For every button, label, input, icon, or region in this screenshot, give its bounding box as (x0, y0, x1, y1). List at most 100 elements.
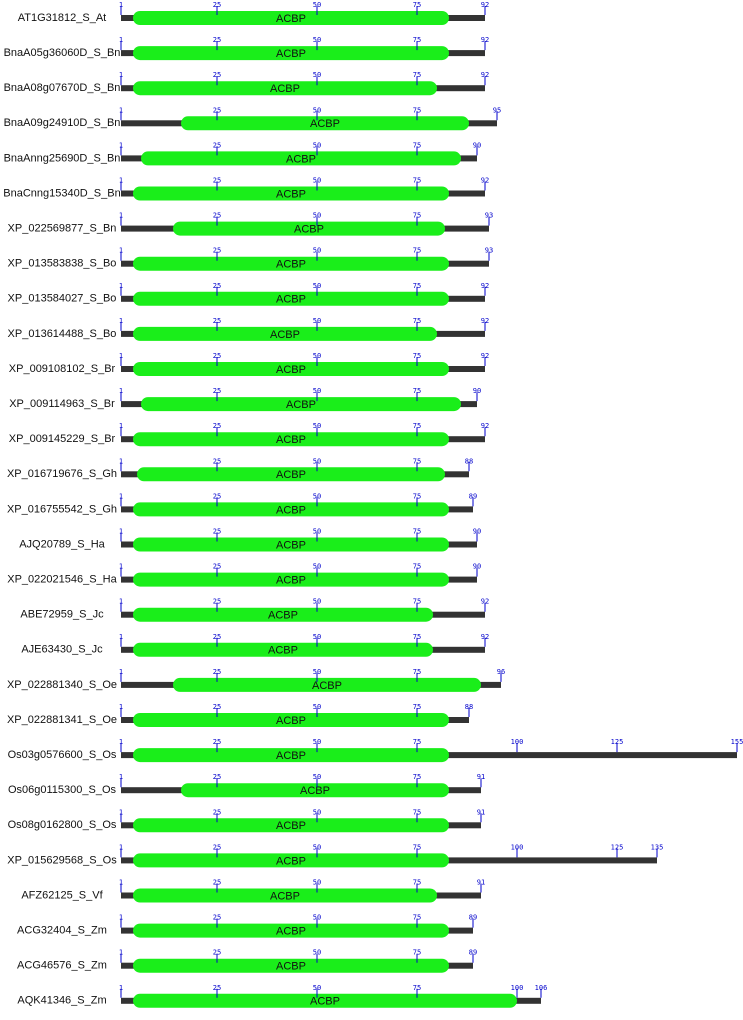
domain (137, 467, 445, 482)
tick-label: 50 (313, 738, 321, 746)
tick-label: 50 (313, 492, 321, 500)
tick-label: 75 (413, 528, 421, 536)
end-tick-label: 89 (469, 492, 477, 500)
domain (133, 256, 449, 271)
protein-label: XP_009108102_S_Br (9, 363, 116, 375)
tick-label: 25 (213, 36, 221, 44)
domain-label: ACBP (276, 539, 306, 551)
end-tick-label: 92 (481, 36, 489, 44)
tick-label: 50 (313, 563, 321, 571)
tick-label: 75 (413, 212, 421, 220)
end-tick-label: 90 (473, 528, 481, 536)
end-tick-label: 91 (477, 808, 485, 816)
domain-label: ACBP (276, 13, 306, 25)
tick-label: 75 (413, 668, 421, 676)
domain (141, 397, 461, 412)
tick-label: 25 (213, 71, 221, 79)
tick-label: 50 (313, 949, 321, 957)
protein-label: ACG46576_S_Zm (17, 960, 107, 972)
tick-label: 1 (119, 352, 123, 360)
end-tick-label: 90 (473, 387, 481, 395)
protein-label: Os03g0576600_S_Os (8, 749, 117, 761)
domain (133, 993, 517, 1008)
domain-label: ACBP (286, 153, 316, 165)
tick-label: 50 (313, 914, 321, 922)
tick-label: 50 (313, 1, 321, 9)
tick-label: 1 (119, 247, 123, 255)
tick-label: 25 (213, 773, 221, 781)
tick-label: 1 (119, 492, 123, 500)
end-tick-label: 92 (481, 352, 489, 360)
domain (133, 888, 437, 903)
end-tick-label: 106 (535, 984, 548, 992)
tick-label: 75 (413, 843, 421, 851)
tick-label: 25 (213, 387, 221, 395)
tick-label: 50 (313, 528, 321, 536)
domain-label: ACBP (276, 855, 306, 867)
tick-label: 100 (511, 738, 524, 746)
tick-label: 50 (313, 387, 321, 395)
tick-label: 1 (119, 528, 123, 536)
tick-label: 50 (313, 36, 321, 44)
tick-label: 1 (119, 668, 123, 676)
tick-label: 50 (313, 843, 321, 851)
domain-label: ACBP (276, 259, 306, 271)
end-tick-label: 92 (481, 177, 489, 185)
domain (133, 713, 449, 727)
protein-label: XP_022569877_S_Bn (8, 223, 117, 235)
tick-label: 25 (213, 247, 221, 255)
tick-label: 25 (213, 738, 221, 746)
protein-label: ACG32404_S_Zm (17, 925, 107, 937)
tick-label: 50 (313, 773, 321, 781)
end-tick-label: 93 (485, 212, 493, 220)
tick-label: 75 (413, 36, 421, 44)
domain-label: ACBP (276, 750, 306, 762)
protein-label: XP_022881341_S_Oe (7, 714, 117, 726)
domain (133, 502, 449, 517)
protein-label: XP_022021546_S_Ha (7, 574, 117, 586)
domain-label: ACBP (270, 329, 300, 341)
tick-label: 50 (313, 212, 321, 220)
protein-label: AJE63430_S_Jc (21, 644, 103, 656)
domain (133, 572, 449, 587)
tick-label: 25 (213, 563, 221, 571)
tick-label: 50 (313, 352, 321, 360)
tick-label: 75 (413, 984, 421, 992)
tick-label: 50 (313, 879, 321, 887)
end-tick-label: 92 (481, 633, 489, 641)
end-tick-label: 90 (473, 141, 481, 149)
protein-label: XP_015629568_S_Os (7, 854, 117, 866)
protein-label: XP_013614488_S_Bo (8, 328, 117, 340)
domain-label: ACBP (270, 83, 300, 95)
tick-label: 1 (119, 106, 123, 114)
tick-label: 75 (413, 492, 421, 500)
tick-label: 1 (119, 457, 123, 465)
tick-label: 75 (413, 598, 421, 606)
tick-label: 75 (413, 71, 421, 79)
domain-label: ACBP (276, 961, 306, 973)
tick-label: 1 (119, 984, 123, 992)
tick-label: 1 (119, 422, 123, 430)
domain (181, 783, 449, 798)
tick-label: 75 (413, 387, 421, 395)
tick-label: 25 (213, 598, 221, 606)
protein-label: BnaA05g36060D_S_Bn (4, 47, 121, 59)
tick-label: 25 (213, 317, 221, 325)
domain-label: ACBP (270, 890, 300, 902)
tick-label: 25 (213, 879, 221, 887)
domain (133, 46, 449, 61)
end-tick-label: 91 (477, 879, 485, 887)
end-tick-label: 92 (481, 422, 489, 430)
tick-label: 1 (119, 879, 123, 887)
tick-label: 75 (413, 1, 421, 9)
tick-label: 50 (313, 247, 321, 255)
tick-label: 75 (413, 914, 421, 922)
tick-label: 1 (119, 843, 123, 851)
domain-label: ACBP (312, 680, 342, 692)
protein-label: BnaCnng15340D_S_Bn (3, 187, 120, 199)
protein-label: AFZ62125_S_Vf (21, 889, 103, 901)
domain (133, 186, 449, 201)
domain-label: ACBP (276, 926, 306, 938)
tick-label: 25 (213, 528, 221, 536)
tick-label: 1 (119, 808, 123, 816)
